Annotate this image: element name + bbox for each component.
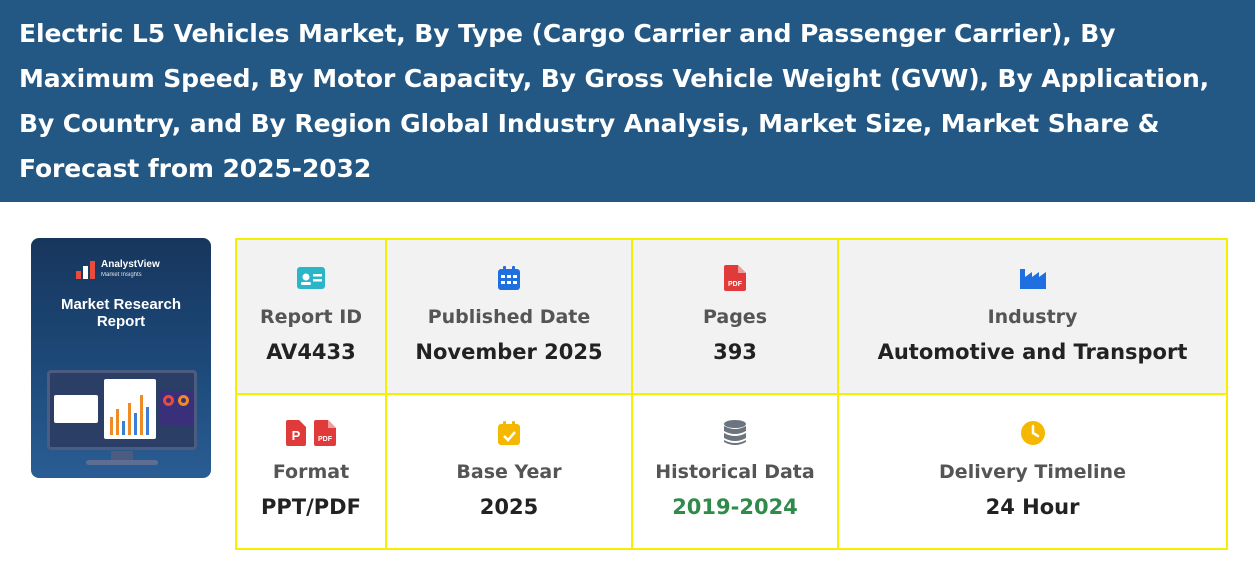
factory-icon	[1019, 269, 1046, 289]
brand-logo: AnalystView Market Insights	[76, 260, 160, 280]
base-year-label: Base Year	[456, 461, 562, 483]
delivery-timeline-label: Delivery Timeline	[939, 461, 1126, 483]
historical-data-label: Historical Data	[655, 461, 815, 483]
industry-cell: Industry Automotive and Transport	[837, 238, 1228, 395]
cover-title-line2: Report	[96, 313, 146, 330]
historical-data-value: 2019-2024	[672, 495, 798, 519]
pdf-file-icon: PDF	[724, 265, 746, 291]
published-date-value: November 2025	[415, 340, 603, 364]
report-info-grid: Report ID AV4433 Published Date November…	[235, 238, 1228, 550]
industry-value: Automotive and Transport	[877, 340, 1188, 364]
svg-text:PDF: PDF	[318, 436, 333, 443]
report-id-label: Report ID	[259, 306, 363, 328]
calendar-check-icon	[498, 421, 520, 445]
brand-name: AnalystView	[101, 259, 160, 270]
title-banner: Electric L5 Vehicles Market, By Type (Ca…	[0, 0, 1255, 202]
svg-text:P: P	[292, 428, 301, 443]
monitor-illustration	[47, 370, 197, 450]
id-card-icon	[297, 267, 325, 289]
published-date-label: Published Date	[427, 306, 591, 328]
published-date-cell: Published Date November 2025	[385, 238, 633, 395]
pages-label: Pages	[702, 306, 768, 328]
report-cover-image: AnalystView Market Insights Market Resea…	[31, 238, 211, 478]
historical-data-cell: Historical Data 2019-2024	[631, 393, 839, 550]
pages-value: 393	[713, 340, 757, 364]
industry-label: Industry	[987, 306, 1078, 328]
cover-title-line1: Market Research	[60, 296, 182, 313]
base-year-value: 2025	[479, 495, 539, 519]
format-cell: P PDF Format PPT/PDF	[235, 393, 387, 550]
pdf-file-icon: PDF	[314, 420, 336, 446]
format-label: Format	[272, 461, 350, 483]
brand-subtitle: Market Insights	[101, 272, 142, 278]
database-icon	[724, 420, 746, 445]
delivery-timeline-cell: Delivery Timeline 24 Hour	[837, 393, 1228, 550]
format-value: PPT/PDF	[261, 495, 361, 519]
page-title: Electric L5 Vehicles Market, By Type (Ca…	[19, 19, 1210, 183]
svg-text:PDF: PDF	[728, 281, 743, 288]
report-id-value: AV4433	[266, 340, 356, 364]
cover-title: Market Research Report	[31, 296, 211, 330]
clock-icon	[1020, 421, 1045, 445]
calendar-icon	[498, 266, 520, 290]
delivery-timeline-value: 24 Hour	[985, 495, 1080, 519]
ppt-file-icon: P	[286, 420, 306, 446]
base-year-cell: Base Year 2025	[385, 393, 633, 550]
report-id-cell: Report ID AV4433	[235, 238, 387, 395]
brand-logo-icon	[76, 261, 96, 279]
pages-cell: PDF Pages 393	[631, 238, 839, 395]
